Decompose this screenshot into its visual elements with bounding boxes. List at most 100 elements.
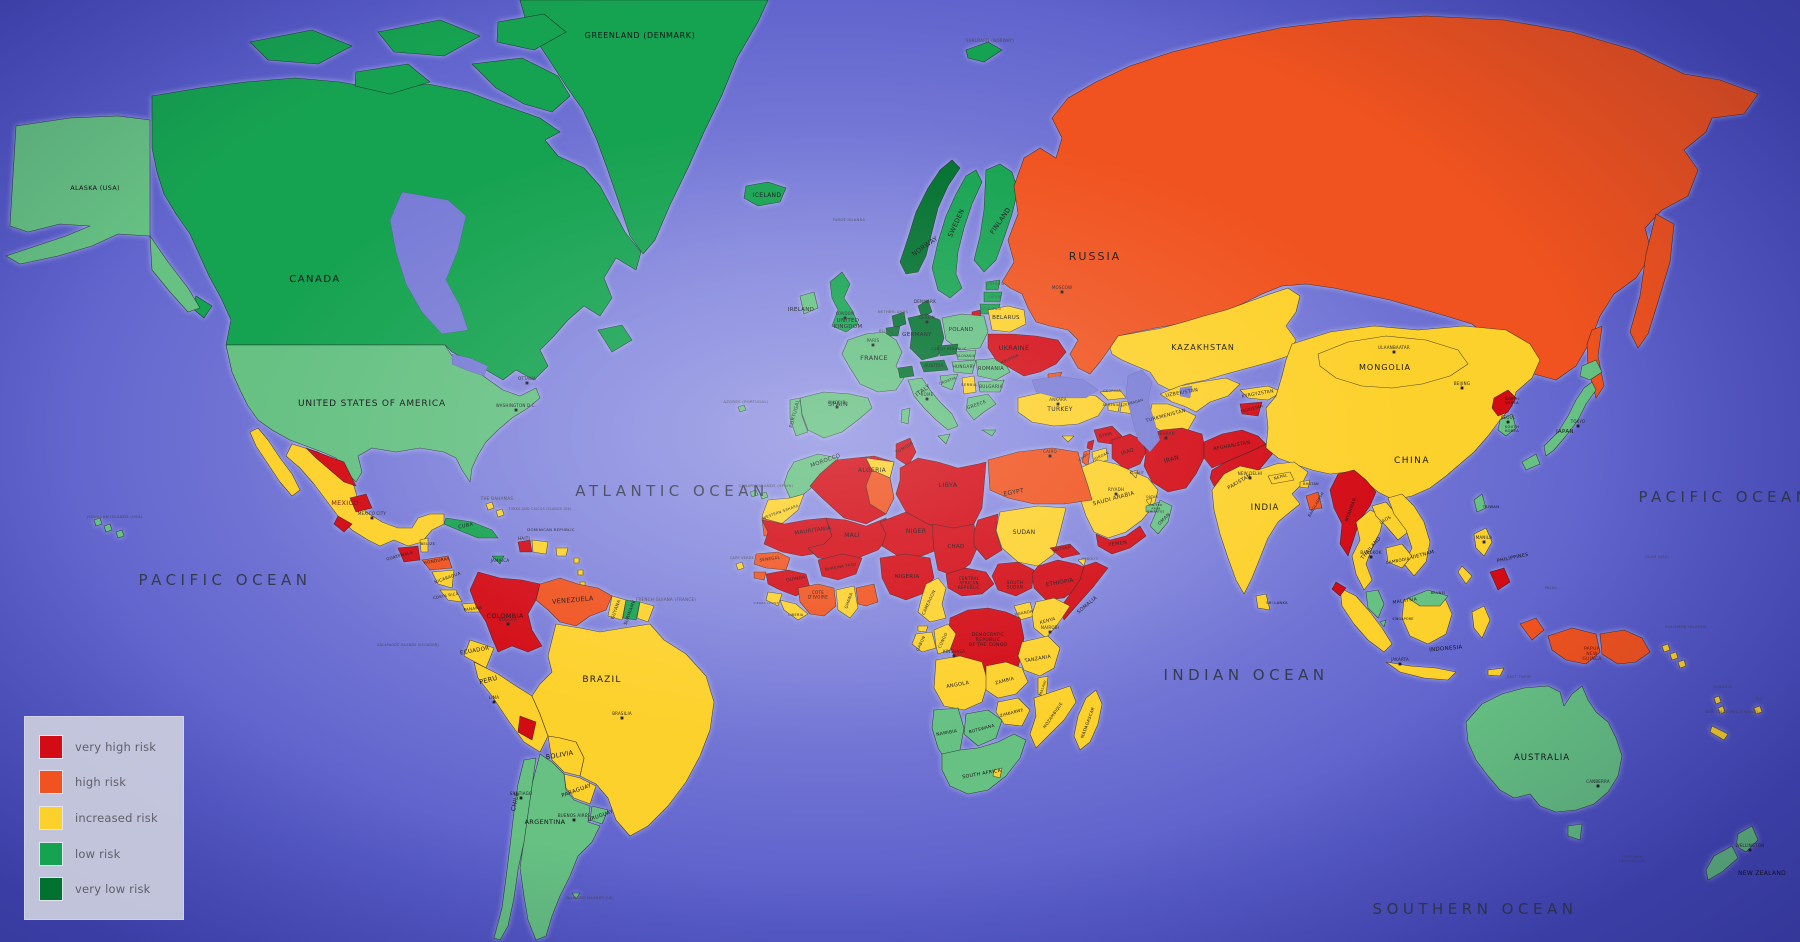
mexico-red-south	[333, 515, 353, 533]
country-label: COLOMBIA	[487, 612, 524, 620]
country-djibouti	[1077, 557, 1087, 567]
country-label: ECUADOR	[460, 645, 490, 656]
city-label: BRASILIA	[612, 711, 632, 716]
country-cote-divoire	[797, 583, 837, 617]
city-label: ANKARA	[1049, 397, 1067, 402]
country-label: TAIWAN	[1482, 504, 1500, 509]
italy-sicily	[937, 433, 951, 445]
country-label: TURKEY	[1046, 406, 1072, 413]
country-bhutan	[1299, 479, 1311, 489]
country-ireland	[799, 291, 819, 315]
cape-verde-islands	[735, 561, 745, 571]
ocean-label: SOUTHERN OCEAN	[1373, 900, 1578, 918]
country-label: TANZANIA	[1023, 654, 1052, 665]
new-zealand-north	[1735, 825, 1759, 853]
country-label: HAITI	[518, 536, 530, 541]
country-label: JORDAN	[1093, 451, 1110, 462]
indonesia-aceh	[1331, 581, 1347, 597]
country-haiti	[517, 539, 533, 553]
city-label: NEW DELHI	[1238, 471, 1263, 476]
bahamas-islands	[485, 501, 505, 518]
country-label: LITHUANIA	[981, 307, 1002, 311]
country-libya	[895, 457, 987, 531]
country-label: LAOS	[1379, 514, 1392, 525]
country-label: BELGIUM	[879, 329, 897, 333]
country-iceland	[743, 181, 787, 207]
legend-label: very low risk	[75, 882, 151, 897]
city-marker	[572, 818, 576, 822]
country-label: TAJIKISTAN	[1239, 403, 1264, 414]
country-label: CANADA	[289, 274, 341, 285]
country-jamaica	[491, 555, 505, 565]
city-marker	[506, 622, 510, 626]
country-label: DOMINICAN REPUBLIC	[527, 527, 575, 532]
city-marker	[1482, 540, 1486, 544]
country-angola	[933, 655, 989, 711]
country-denmark	[917, 299, 933, 319]
country-label: MEXICO	[331, 499, 359, 507]
city-label: CANBERRA	[1586, 779, 1610, 784]
azores-islands	[737, 404, 747, 413]
country-label: SLOVAKIA	[957, 354, 976, 358]
country-label: SOLOMON ISLANDS	[1665, 624, 1707, 629]
city-label: MADRID	[828, 400, 846, 405]
country-nicaragua	[431, 569, 455, 589]
country-tanzania	[1017, 635, 1061, 677]
country-label: BULGARIA	[979, 384, 1003, 389]
country-south-sudan	[991, 561, 1035, 597]
country-label: UNITED ARAB EMIRATES	[1147, 503, 1164, 514]
country-label: CHAD	[947, 544, 964, 550]
country-label: MALAWI	[1039, 680, 1048, 696]
japan-kyushu	[1521, 453, 1541, 471]
country-label: GABON	[915, 635, 926, 652]
city-marker	[1048, 630, 1052, 634]
country-label: COSTA RICA	[433, 591, 459, 600]
country-south-korea	[1497, 413, 1517, 437]
lesser-antilles	[573, 557, 586, 600]
city-marker	[1248, 476, 1252, 480]
ocean-labels: PACIFIC OCEAN ATLANTIC OCEAN INDIAN OCEAN P…	[138, 482, 1800, 918]
country-iran	[1141, 427, 1205, 493]
ocean-label: ATLANTIC OCEAN	[575, 482, 769, 500]
legend-row: high risk	[39, 770, 184, 795]
country-label: AZERBAIJAN	[1120, 398, 1144, 408]
falkland-islands	[571, 892, 581, 900]
country-label: ROMANIA	[978, 366, 1004, 372]
country-label: YEMEN	[1107, 540, 1128, 549]
country-austria	[919, 359, 949, 373]
country-label: RUSSIA	[1069, 250, 1121, 263]
country-zambia	[985, 661, 1029, 699]
country-india	[1211, 461, 1309, 595]
city-marker	[1506, 420, 1510, 424]
country-vietnam	[1387, 493, 1431, 577]
country-label: ALGERIA	[858, 467, 887, 474]
new-caledonia	[1709, 725, 1729, 741]
country-lesotho	[992, 767, 1003, 779]
country-south-africa	[941, 733, 1027, 795]
country-egypt	[987, 447, 1093, 505]
country-switzerland	[897, 365, 915, 379]
country-label: ANGOLA	[946, 680, 970, 690]
country-bangladesh	[1305, 491, 1323, 511]
city-label: TEHRAN	[1156, 431, 1175, 436]
country-chad	[931, 523, 979, 577]
country-label: VIETNAM	[1410, 549, 1435, 561]
country-kenya	[1031, 597, 1071, 639]
city-marker	[871, 343, 875, 347]
country-iraq	[1111, 433, 1147, 471]
country-label: NEPAL	[1273, 472, 1288, 481]
city-marker	[1392, 350, 1396, 354]
ocean-label: INDIAN OCEAN	[1163, 666, 1328, 684]
country-serbia	[961, 375, 977, 395]
country-label: COTE D'IVOIRE	[808, 590, 828, 599]
country-label: BHUTAN	[1303, 482, 1319, 486]
country-belarus	[987, 305, 1027, 333]
country-label: CANARY ISLANDS (SPAIN)	[739, 483, 794, 488]
city-label: LIMA	[489, 695, 499, 700]
algeria-east	[865, 469, 895, 515]
country-label: ISRAEL	[1077, 452, 1089, 463]
country-label: ARMENIA	[1103, 403, 1120, 407]
city-marker	[1748, 848, 1752, 852]
country-label: FRENCH GUIANA (FRANCE)	[636, 597, 696, 602]
country-suriname	[622, 599, 641, 621]
